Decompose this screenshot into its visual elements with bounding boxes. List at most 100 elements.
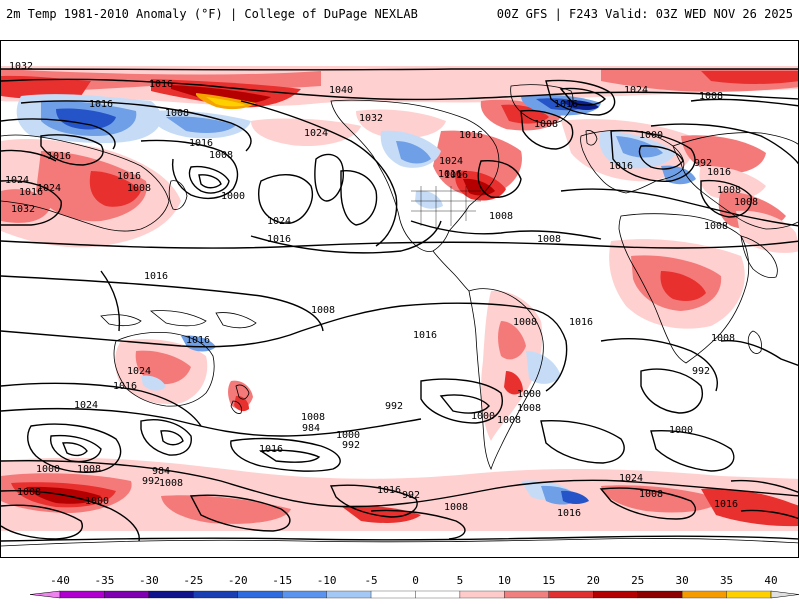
colorbar-segment (548, 590, 594, 599)
isobar-label: 1016 (459, 130, 483, 141)
temperature-anomaly-shading (1, 66, 798, 531)
isobar-label: 1016 (438, 169, 462, 180)
isobar-label: 1016 (149, 79, 173, 90)
isobar-label: 1016 (377, 485, 401, 496)
isobar-label: 1024 (5, 175, 29, 186)
isobar-label: 1040 (329, 85, 353, 96)
isobar-label: 1008 (165, 108, 189, 119)
isobar-label: 1016 (609, 161, 633, 172)
colorbar-segment (637, 590, 683, 599)
isobar-label: 1016 (186, 335, 210, 346)
isobar-label: 1000 (669, 425, 693, 436)
isobar-label: 1016 (189, 138, 213, 149)
isobar-label: 1008 (497, 415, 521, 426)
isobar-label: 984 (152, 466, 170, 477)
isobar-label: 1008 (513, 317, 537, 328)
isobar-label: 1008 (534, 119, 558, 130)
model-run-info: 00Z GFS | F243 Valid: 03Z WED NOV 26 202… (496, 7, 793, 21)
colorbar (0, 568, 800, 600)
colorbar-max-arrow (770, 590, 800, 599)
isobar-label: 1024 (439, 156, 463, 167)
isobar-label: 1008 (444, 502, 468, 513)
colorbar-segment (104, 590, 150, 599)
isobar-label: 1024 (267, 216, 291, 227)
isobar-label: 1016 (569, 317, 593, 328)
colorbar-tick-label: -30 (138, 574, 159, 587)
colorbar-tick-label: 35 (719, 574, 734, 587)
colorbar-segment (726, 590, 772, 599)
isobar-label: 1032 (359, 113, 383, 124)
map-title: 2m Temp 1981-2010 Anomaly (°F) | College… (6, 7, 418, 21)
colorbar-min-arrow (29, 590, 61, 599)
isobar-label: 1024 (74, 400, 98, 411)
colorbar-segment (59, 590, 105, 599)
isobar-label: 1000 (336, 430, 360, 441)
colorbar-tick-label: -25 (183, 574, 204, 587)
isobar-label: 1016 (714, 499, 738, 510)
colorbar-tick-label: 10 (497, 574, 511, 587)
isobar-label: 1008 (159, 478, 183, 489)
colorbar-tick-label: 40 (764, 574, 778, 587)
isobar-label: 1016 (707, 167, 731, 178)
colorbar-segment (504, 590, 549, 599)
isobar-label: 1008 (704, 221, 728, 232)
isobar-label: 1008 (127, 183, 151, 194)
isobar-label: 1016 (113, 381, 137, 392)
us-states-grid (411, 186, 481, 231)
isobar-label: 1000 (36, 464, 60, 475)
colorbar-tick-label: 25 (631, 574, 645, 587)
isobar-label: 1008 (537, 234, 561, 245)
isobar-label: 984 (302, 423, 320, 434)
isobar-label: 1016 (47, 151, 71, 162)
isobar-label: 1016 (19, 187, 43, 198)
colorbar-segment (681, 590, 727, 599)
isobar-label: 1008 (311, 305, 335, 316)
isobar-label: 1008 (209, 150, 233, 161)
colorbar-segment (237, 590, 283, 599)
isobar-label: 1008 (639, 489, 663, 500)
isobar-label: 1008 (717, 185, 741, 196)
colorbar-segment (370, 590, 416, 599)
isobar-label: 1016 (554, 99, 578, 110)
isobar-label: 1000 (85, 496, 109, 507)
isobar-label: 1008 (489, 211, 513, 222)
colorbar-segment (459, 590, 505, 599)
isobar-label: 1024 (37, 183, 61, 194)
colorbar-tick-label: 30 (675, 574, 689, 587)
colorbar-tick-label: -35 (94, 574, 115, 587)
colorbar-tick-label: 0 (412, 574, 419, 587)
isobar-label: 1016 (413, 330, 437, 341)
isobar-label: 992 (385, 401, 403, 412)
isobar-label: 992 (342, 440, 360, 451)
colorbar-segment (415, 590, 461, 599)
isobar-label: 1008 (517, 403, 541, 414)
isobar-label: 1024 (127, 366, 151, 377)
isobar-label: 1000 (639, 130, 663, 141)
isobar-label: 1016 (144, 271, 168, 282)
isobar-label: 1008 (77, 464, 101, 475)
colorbar-tick-label: 5 (456, 574, 464, 587)
isobar-label: 1000 (221, 191, 245, 202)
isobar-contours (1, 67, 798, 542)
isobar-label: 1008 (711, 333, 735, 344)
map-panel: 1032 1016 1040 1024 1008 1016 1008 1016 1032 1016… (0, 40, 799, 558)
colorbar-tick-label: -20 (227, 574, 248, 587)
isobar-label: 1016 (444, 170, 468, 181)
isobar-label: 1032 (11, 204, 35, 215)
isobar-label: 992 (402, 490, 420, 501)
colorbar-segment (593, 590, 638, 599)
colorbar-segment (148, 590, 194, 599)
colorbar-tick-labels: -40 -35 -30 -25 -20 -15 -10 -5 0 5 10 15 20 25 30 35 40 (0, 574, 800, 588)
isobar-label: 992 (142, 476, 160, 487)
isobar-label: 1024 (619, 473, 643, 484)
isobar-label: 1024 (304, 128, 328, 139)
isobar-label: 1016 (259, 444, 283, 455)
isobar-label: 1000 (471, 411, 495, 422)
isobar-label: 1008 (17, 487, 41, 498)
colorbar-tick-label: -40 (50, 574, 70, 587)
colorbar-tick-label: 15 (542, 574, 556, 587)
colorbar-tick-label: -5 (364, 574, 378, 587)
colorbar-tick-label: 20 (586, 574, 600, 587)
